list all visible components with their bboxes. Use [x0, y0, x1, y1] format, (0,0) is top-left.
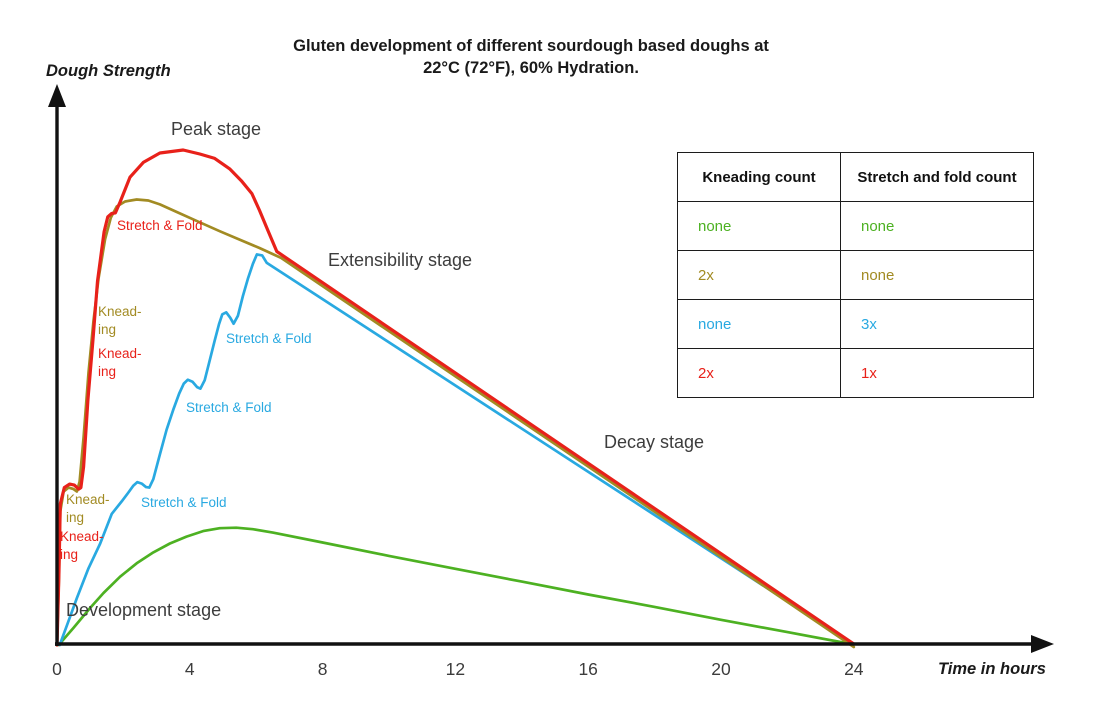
legend-cell-fold: none	[840, 250, 1034, 300]
annotation-stretch-fold: Stretch & Fold	[117, 218, 203, 233]
x-tick-4: 4	[184, 659, 195, 679]
y-axis-arrowhead-icon	[48, 84, 66, 107]
legend-row-blue: none 3x	[677, 299, 1034, 349]
legend-cell-kneading: 2x	[677, 348, 841, 398]
chart-title-line2: 22°C (72°F), 60% Hydration.	[423, 58, 639, 77]
legend-cell-kneading: 2x	[677, 250, 841, 300]
annotation-knead-ing: Knead- ing	[98, 304, 142, 338]
annotation-knead-ing: Knead- ing	[66, 492, 110, 526]
legend-cell-kneading: none	[677, 201, 841, 251]
legend-row-green: none none	[677, 201, 1034, 251]
legend-header-kneading: Kneading count	[677, 152, 841, 202]
data-series-curves	[55, 148, 856, 649]
curve-olive	[55, 198, 856, 649]
stage-label-development-stage: Development stage	[66, 600, 222, 620]
legend-header-row: Kneading count Stretch and fold count	[677, 152, 1034, 202]
y-axis-label: Dough Strength	[46, 62, 171, 80]
annotation-stretch-fold: Stretch & Fold	[186, 400, 272, 415]
legend-cell-kneading: none	[677, 299, 841, 349]
annotation-knead-ing: Knead- ing	[98, 346, 142, 380]
curve-blue	[58, 253, 856, 647]
legend-cell-fold: none	[840, 201, 1034, 251]
curve-green	[57, 526, 856, 647]
x-tick-16: 16	[578, 659, 598, 679]
chart-title: Gluten development of different sourdoug…	[231, 36, 831, 80]
x-axis-arrowhead-icon	[1031, 635, 1054, 653]
axes	[48, 84, 1054, 653]
legend-cell-fold: 3x	[840, 299, 1034, 349]
stage-label-extensibility-stage: Extensibility stage	[328, 250, 473, 270]
x-tick-8: 8	[317, 659, 328, 679]
stage-label-decay-stage: Decay stage	[604, 432, 705, 452]
x-tick-0: 0	[52, 659, 62, 679]
chart-title-line1: Gluten development of different sourdoug…	[293, 37, 769, 55]
annotation-knead-ing: Knead- ing	[60, 529, 104, 563]
legend-table: Kneading count Stretch and fold count no…	[677, 152, 1034, 398]
annotation-stretch-fold: Stretch & Fold	[226, 331, 312, 346]
legend-header-fold: Stretch and fold count	[840, 152, 1034, 202]
annotation-stretch-fold: Stretch & Fold	[141, 495, 227, 510]
x-axis-label: Time in hours	[938, 660, 1046, 678]
x-tick-12: 12	[445, 659, 466, 679]
legend-cell-fold: 1x	[840, 348, 1034, 398]
legend-row-olive: 2x none	[677, 250, 1034, 300]
x-tick-24: 24	[844, 659, 864, 679]
x-tick-20: 20	[711, 659, 731, 679]
legend-row-red: 2x 1x	[677, 348, 1034, 398]
stage-label-peak-stage: Peak stage	[171, 119, 262, 139]
curve-red	[55, 148, 856, 647]
